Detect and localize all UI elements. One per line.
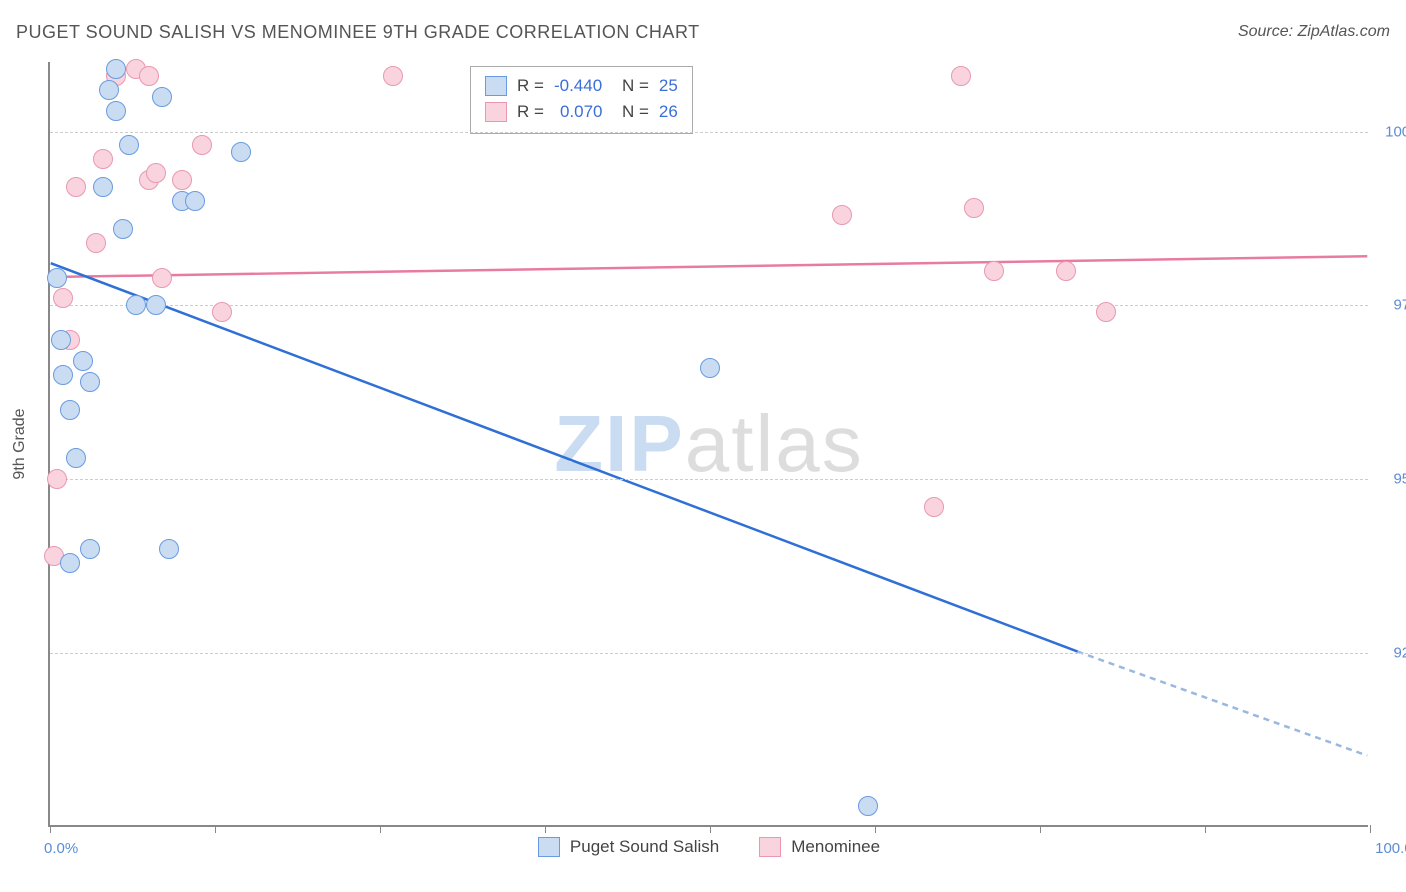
series-legend: Puget Sound Salish Menominee <box>50 837 1368 857</box>
x-tick <box>710 825 711 833</box>
r-value-menominee: 0.070 <box>554 102 612 122</box>
data-point-menominee <box>924 497 944 517</box>
watermark: ZIPatlas <box>554 398 863 490</box>
n-label: N <box>622 102 634 121</box>
data-point-salish <box>53 365 73 385</box>
gridline <box>50 132 1368 133</box>
eq-sign: = <box>534 102 544 121</box>
x-tick <box>875 825 876 833</box>
data-point-salish <box>60 400 80 420</box>
y-tick-label: 95.0% <box>1393 471 1406 488</box>
series-label-salish: Puget Sound Salish <box>570 837 719 857</box>
x-tick <box>1370 825 1371 833</box>
data-point-menominee <box>383 66 403 86</box>
n-label: N <box>622 76 634 95</box>
r-label: R <box>517 102 529 121</box>
data-point-menominee <box>192 135 212 155</box>
data-point-salish <box>152 87 172 107</box>
data-point-menominee <box>53 288 73 308</box>
data-point-salish <box>60 553 80 573</box>
watermark-part2: atlas <box>685 399 864 488</box>
data-point-menominee <box>172 170 192 190</box>
data-point-salish <box>66 448 86 468</box>
data-point-menominee <box>146 163 166 183</box>
data-point-salish <box>47 268 67 288</box>
r-label: R <box>517 76 529 95</box>
gridline <box>50 653 1368 654</box>
data-point-salish <box>159 539 179 559</box>
data-point-salish <box>80 372 100 392</box>
eq-sign: = <box>639 76 649 95</box>
x-tick <box>215 825 216 833</box>
legend-row-salish: R = -0.440 N = 25 <box>485 73 678 99</box>
eq-sign: = <box>639 102 649 121</box>
y-tick-label: 97.5% <box>1393 297 1406 314</box>
data-point-menominee <box>139 66 159 86</box>
x-tick <box>50 825 51 833</box>
legend-item-menominee: Menominee <box>759 837 880 857</box>
n-value-salish: 25 <box>659 76 678 96</box>
data-point-menominee <box>66 177 86 197</box>
data-point-salish <box>126 295 146 315</box>
data-point-salish <box>858 796 878 816</box>
data-point-salish <box>146 295 166 315</box>
series-label-menominee: Menominee <box>791 837 880 857</box>
data-point-salish <box>700 358 720 378</box>
data-point-menominee <box>964 198 984 218</box>
data-point-menominee <box>47 469 67 489</box>
gridline <box>50 479 1368 480</box>
data-point-salish <box>73 351 93 371</box>
data-point-salish <box>106 59 126 79</box>
x-tick <box>1205 825 1206 833</box>
legend-item-salish: Puget Sound Salish <box>538 837 719 857</box>
data-point-menominee <box>86 233 106 253</box>
data-point-salish <box>185 191 205 211</box>
plot-area: 9th Grade ZIPatlas R = -0.440 N = 25 R =… <box>48 62 1368 827</box>
data-point-salish <box>93 177 113 197</box>
watermark-part1: ZIP <box>554 399 684 488</box>
data-point-menominee <box>1096 302 1116 322</box>
data-point-menominee <box>1056 261 1076 281</box>
data-point-salish <box>80 539 100 559</box>
x-axis-max-label: 100.0% <box>1375 840 1406 857</box>
regression-lines <box>50 62 1368 825</box>
data-point-salish <box>106 101 126 121</box>
swatch-salish-icon <box>538 837 560 857</box>
data-point-salish <box>119 135 139 155</box>
y-tick-label: 92.5% <box>1393 645 1406 662</box>
n-value-menominee: 26 <box>659 102 678 122</box>
eq-sign: = <box>534 76 544 95</box>
data-point-menominee <box>152 268 172 288</box>
gridline <box>50 305 1368 306</box>
chart-title: PUGET SOUND SALISH VS MENOMINEE 9TH GRAD… <box>16 22 700 43</box>
data-point-menominee <box>212 302 232 322</box>
source-attribution: Source: ZipAtlas.com <box>1238 23 1390 41</box>
y-axis-title: 9th Grade <box>11 408 29 479</box>
x-tick <box>380 825 381 833</box>
y-tick-label: 100.0% <box>1385 123 1406 140</box>
legend-row-menominee: R = 0.070 N = 26 <box>485 99 678 125</box>
swatch-salish-icon <box>485 76 507 96</box>
data-point-menominee <box>93 149 113 169</box>
data-point-menominee <box>832 205 852 225</box>
data-point-salish <box>231 142 251 162</box>
data-point-salish <box>113 219 133 239</box>
x-tick <box>545 825 546 833</box>
correlation-legend: R = -0.440 N = 25 R = 0.070 N = 26 <box>470 66 693 134</box>
swatch-menominee-icon <box>485 102 507 122</box>
swatch-menominee-icon <box>759 837 781 857</box>
data-point-menominee <box>984 261 1004 281</box>
data-point-salish <box>99 80 119 100</box>
data-point-salish <box>51 330 71 350</box>
r-value-salish: -0.440 <box>554 76 612 96</box>
data-point-menominee <box>951 66 971 86</box>
x-tick <box>1040 825 1041 833</box>
